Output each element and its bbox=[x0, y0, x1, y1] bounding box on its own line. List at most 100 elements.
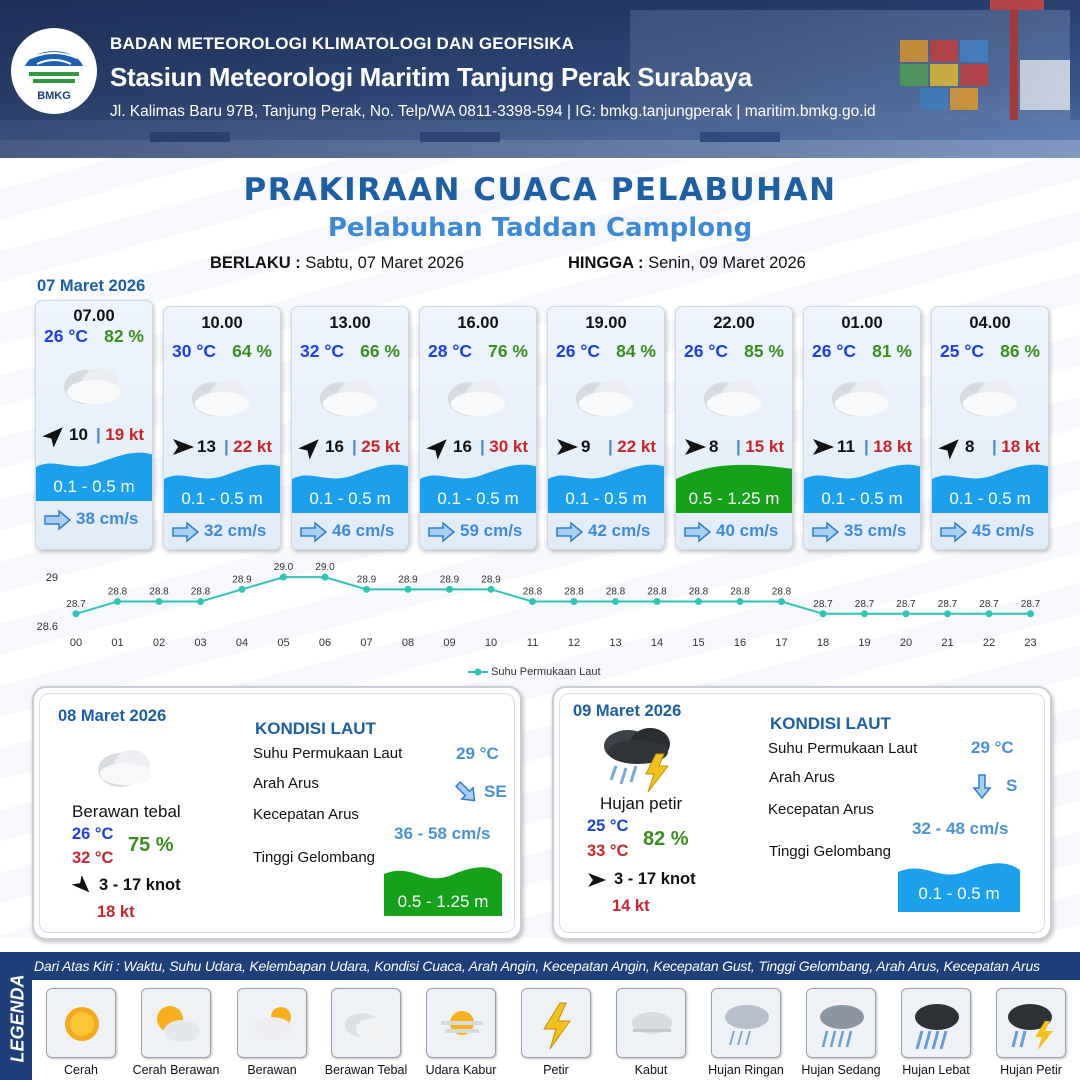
sst-line-chart: 29 28.6 28.7 00 28.8 01 28.8 02 28.8 03 28.9 04 29.0… bbox=[37, 562, 1041, 649]
hour-gust: 15 kt bbox=[745, 437, 784, 456]
hour-wave-height: 0.1 - 0.5 m bbox=[437, 489, 519, 508]
day3-sea-title: KONDISI LAUT bbox=[770, 714, 891, 733]
hour-gust: 30 kt bbox=[489, 437, 528, 456]
thick-cloud-icon bbox=[704, 380, 761, 416]
hour-wind-speed: 9 bbox=[581, 437, 591, 456]
hour-gust: 19 kt bbox=[105, 425, 144, 444]
hour-humidity: 66 % bbox=[360, 341, 400, 361]
bmkg-logo-emblem bbox=[25, 51, 83, 83]
hour-humidity: 76 % bbox=[488, 341, 528, 361]
sst-data-label: 29.0 bbox=[274, 562, 294, 573]
x-tick-label: 03 bbox=[194, 637, 206, 649]
thick-cloud-icon bbox=[98, 750, 152, 787]
hour-humidity: 86 % bbox=[1000, 341, 1040, 361]
hour-time: 22.00 bbox=[713, 314, 755, 332]
day2-gust: 18 kt bbox=[97, 903, 135, 921]
valid-to-label: HINGGA : bbox=[568, 254, 644, 272]
sst-data-label: 28.7 bbox=[938, 599, 958, 610]
hour-humidity: 85 % bbox=[744, 341, 784, 361]
hour-temp: 26 °C bbox=[556, 341, 600, 361]
wind-direction-arrow-icon bbox=[557, 439, 578, 455]
sst-data-label: 28.9 bbox=[357, 574, 377, 585]
legend-item bbox=[711, 988, 781, 1058]
wind-direction-arrow-icon bbox=[72, 876, 90, 893]
hour-time: 07.00 bbox=[73, 307, 115, 325]
current-direction-arrow-icon bbox=[300, 521, 328, 543]
legend-item bbox=[996, 988, 1066, 1058]
day3-wave-graphic bbox=[898, 863, 1020, 912]
wind-direction-arrow-icon bbox=[938, 439, 959, 459]
legend-item bbox=[46, 988, 116, 1058]
organization-name: BADAN METEOROLOGI KLIMATOLOGI DAN GEOFIS… bbox=[110, 34, 575, 53]
wind-separator: | bbox=[864, 437, 869, 456]
hour-wave-height: 0.1 - 0.5 m bbox=[309, 489, 391, 508]
bmkg-logo: BMKG bbox=[11, 28, 97, 114]
valid-to-value: Senin, 09 Maret 2026 bbox=[648, 254, 806, 272]
x-tick-label: 07 bbox=[360, 637, 372, 649]
legend-item-label: Berawan bbox=[247, 1063, 297, 1077]
day2-wave-label: Tinggi Gelombang bbox=[253, 849, 376, 866]
wind-direction-arrow-icon bbox=[588, 873, 606, 887]
header-banner: BMKG BADAN METEOROLOGI KLIMATOLOGI DAN G… bbox=[0, 0, 1080, 158]
legend-item bbox=[237, 988, 307, 1058]
station-address: Jl. Kalimas Baru 97B, Tanjung Perak, No.… bbox=[110, 103, 876, 120]
x-tick-label: 00 bbox=[70, 637, 82, 649]
thick-cloud-icon bbox=[448, 380, 505, 416]
thick-cloud-icon bbox=[832, 380, 889, 416]
hour-temp: 26 °C bbox=[812, 341, 856, 361]
page-title: PRAKIRAAN CUACA PELABUHAN bbox=[243, 172, 837, 208]
hour-current-speed: 46 cm/s bbox=[332, 521, 395, 540]
current-direction-s-icon bbox=[972, 774, 992, 800]
hour-wave-height: 0.1 - 0.5 m bbox=[53, 477, 135, 496]
legend-item bbox=[141, 988, 211, 1058]
day2-temp-max: 32 °C bbox=[72, 849, 114, 867]
hour-humidity: 64 % bbox=[232, 341, 272, 361]
sst-point bbox=[487, 585, 495, 593]
thunderstorm-icon bbox=[1008, 1004, 1053, 1051]
thick-cloud-icon bbox=[64, 368, 121, 404]
x-tick-label: 04 bbox=[236, 637, 248, 649]
hour-temp: 26 °C bbox=[684, 341, 728, 361]
hour-time: 10.00 bbox=[201, 314, 243, 332]
legend-item-label: Hujan Ringan bbox=[708, 1063, 784, 1077]
legend-item-label: Cerah bbox=[63, 1063, 99, 1077]
hour-gust: 25 kt bbox=[361, 437, 400, 456]
sst-point bbox=[985, 610, 993, 618]
day3-temp-max: 33 °C bbox=[587, 842, 629, 860]
wind-separator: | bbox=[480, 437, 485, 456]
day2-humidity: 75 % bbox=[128, 834, 174, 856]
hour-temp: 32 °C bbox=[300, 341, 344, 361]
sst-data-label: 28.8 bbox=[730, 587, 750, 598]
x-tick-label: 08 bbox=[402, 637, 414, 649]
hour-gust: 22 kt bbox=[233, 437, 272, 456]
fog-icon bbox=[632, 1012, 672, 1034]
chart-legend-marker bbox=[468, 668, 488, 676]
day3-wave-label: Tinggi Gelombang bbox=[769, 843, 892, 860]
moderate-rain-icon bbox=[820, 1005, 864, 1048]
day3-panel-inner bbox=[559, 693, 1045, 933]
day2-wind-range: 3 - 17 knot bbox=[99, 876, 181, 894]
hour-time: 13.00 bbox=[329, 314, 371, 332]
day2-condition: Berawan tebal bbox=[72, 802, 181, 821]
day2-current-dir: SE bbox=[484, 782, 507, 801]
thick-cloud-icon bbox=[320, 380, 377, 416]
sst-data-label: 28.9 bbox=[440, 574, 460, 585]
wave-graphic bbox=[548, 464, 664, 513]
valid-from-label: BERLAKU : bbox=[210, 254, 301, 272]
legend-item-label: Berawan Tebal bbox=[324, 1063, 408, 1077]
valid-from: BERLAKU : Sabtu, 07 Maret 2026 bbox=[210, 254, 464, 273]
legend-item bbox=[806, 988, 876, 1058]
day2-date: 08 Maret 2026 bbox=[58, 707, 167, 725]
hour-wave-height: 0.5 - 1.25 m bbox=[688, 489, 780, 508]
sun-icon bbox=[65, 1007, 99, 1041]
hour-temp: 28 °C bbox=[428, 341, 472, 361]
hour-humidity: 81 % bbox=[872, 341, 912, 361]
wind-separator: | bbox=[224, 437, 229, 456]
day2-sst-label: Suhu Permukaan Laut bbox=[253, 745, 403, 762]
sst-data-label: 28.8 bbox=[108, 587, 128, 598]
haze-icon bbox=[441, 1011, 483, 1035]
day3-wind-range: 3 - 17 knot bbox=[614, 870, 696, 888]
day3-current-dir-label: Arah Arus bbox=[769, 769, 835, 786]
sst-point bbox=[861, 610, 868, 618]
hour-wave-height: 0.1 - 0.5 m bbox=[949, 489, 1031, 508]
